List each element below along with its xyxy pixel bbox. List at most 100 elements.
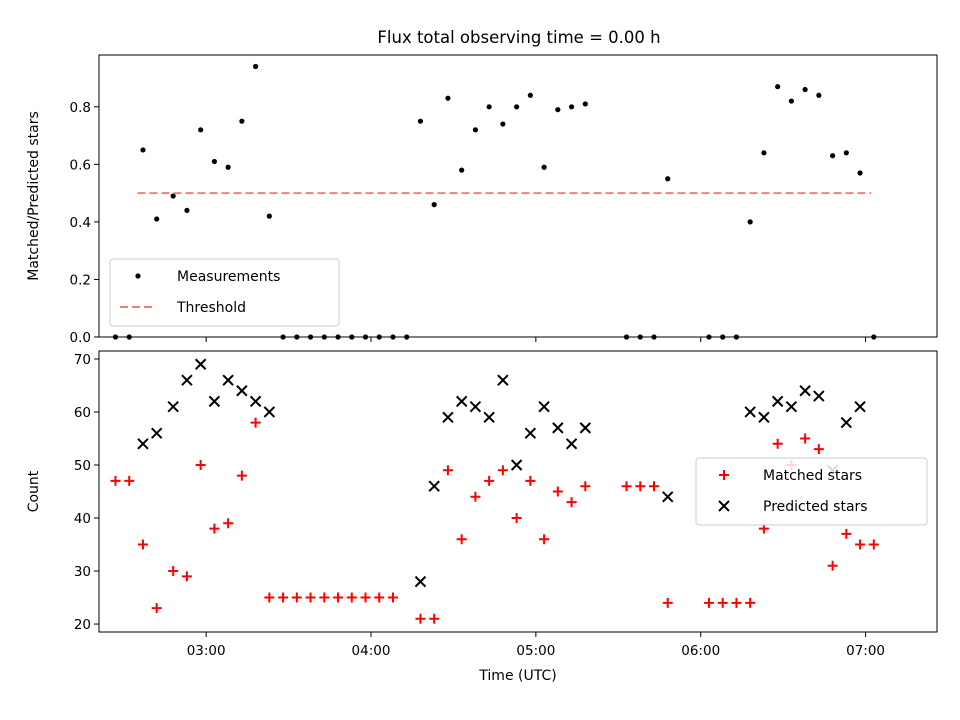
data-point xyxy=(209,523,220,534)
legend-label: Predicted stars xyxy=(763,499,868,515)
data-point xyxy=(744,406,756,418)
data-point xyxy=(223,518,234,529)
data-point xyxy=(623,334,630,340)
data-point xyxy=(456,534,467,545)
data-point xyxy=(497,465,508,476)
x-axis-label: Time (UTC) xyxy=(478,668,556,684)
data-point xyxy=(428,480,440,492)
data-point xyxy=(415,613,426,624)
legend-frame xyxy=(109,258,340,327)
data-point xyxy=(181,571,192,582)
data-point xyxy=(110,475,121,486)
data-point xyxy=(198,127,204,133)
data-point xyxy=(250,417,261,428)
data-point xyxy=(137,438,149,450)
data-point xyxy=(497,374,509,386)
data-point xyxy=(194,358,207,370)
data-point xyxy=(662,597,673,608)
data-point xyxy=(568,104,575,110)
data-point xyxy=(802,86,808,93)
x-tick-label: 07:00 xyxy=(846,643,885,659)
data-point xyxy=(703,597,714,608)
data-point xyxy=(538,400,550,413)
data-point xyxy=(552,486,563,497)
data-point xyxy=(126,334,132,340)
data-point xyxy=(483,411,495,423)
y-tick-label: 40 xyxy=(74,511,91,527)
data-point xyxy=(137,539,148,550)
data-point xyxy=(514,104,520,110)
data-point xyxy=(854,400,866,413)
data-point xyxy=(278,592,289,603)
data-point xyxy=(637,334,643,340)
data-point xyxy=(225,164,231,170)
data-point xyxy=(222,374,234,386)
data-point xyxy=(484,475,495,486)
data-point xyxy=(843,150,849,156)
data-point xyxy=(455,395,468,408)
data-point xyxy=(635,481,646,492)
series-matched-stars xyxy=(110,417,879,624)
data-point xyxy=(294,334,300,340)
data-point xyxy=(333,592,344,603)
y-tick-label: 60 xyxy=(74,405,91,421)
data-point xyxy=(112,334,119,340)
x-tick-label: 04:00 xyxy=(352,643,391,659)
data-point xyxy=(168,566,179,577)
data-point xyxy=(541,164,547,170)
data-point xyxy=(799,385,811,397)
data-point xyxy=(621,481,632,492)
data-point xyxy=(785,400,798,413)
x-tick-label: 03:00 xyxy=(187,643,226,659)
data-point xyxy=(566,497,577,508)
y-tick-label: 20 xyxy=(74,617,91,633)
data-point xyxy=(469,400,482,413)
data-point xyxy=(376,334,382,340)
data-point xyxy=(539,534,550,545)
data-point xyxy=(346,592,357,603)
panel-top: 0.0 0.2 0.4 0.6 0.8 Matched/Predicted stars Me… xyxy=(26,54,938,346)
data-point xyxy=(579,422,592,434)
legend: Matched stars Predicted stars xyxy=(695,457,928,526)
data-point xyxy=(800,433,811,444)
data-point xyxy=(390,334,396,340)
data-point xyxy=(771,395,784,408)
data-point xyxy=(307,334,314,340)
data-point xyxy=(280,334,286,340)
data-point xyxy=(580,481,591,492)
data-point xyxy=(263,406,276,418)
y-tick-label: 0.2 xyxy=(70,272,91,288)
data-point xyxy=(500,121,506,127)
data-point xyxy=(772,438,783,449)
data-point xyxy=(404,334,410,340)
data-point xyxy=(211,158,217,165)
y-tick-label: 50 xyxy=(74,458,91,474)
data-point xyxy=(525,475,536,486)
legend-frame xyxy=(695,457,928,526)
data-point xyxy=(239,118,245,124)
data-point xyxy=(827,560,838,571)
data-point xyxy=(184,207,190,213)
data-point xyxy=(140,147,146,153)
data-point xyxy=(717,597,728,608)
data-point xyxy=(124,475,135,486)
data-point xyxy=(555,107,561,113)
data-point xyxy=(431,202,437,208)
data-point xyxy=(374,592,385,603)
data-point xyxy=(195,459,206,470)
data-point xyxy=(429,613,440,624)
data-point xyxy=(524,427,537,439)
data-point xyxy=(360,592,371,603)
y-tick-label: 0.6 xyxy=(70,157,91,173)
data-point xyxy=(445,95,451,101)
data-point xyxy=(305,592,316,603)
data-point xyxy=(167,400,179,413)
data-point xyxy=(527,92,533,98)
data-point xyxy=(510,459,523,471)
data-point xyxy=(208,395,221,408)
data-point xyxy=(459,167,465,173)
data-point xyxy=(150,427,163,439)
data-point xyxy=(442,411,454,423)
data-point xyxy=(651,334,657,340)
data-point xyxy=(151,603,162,614)
